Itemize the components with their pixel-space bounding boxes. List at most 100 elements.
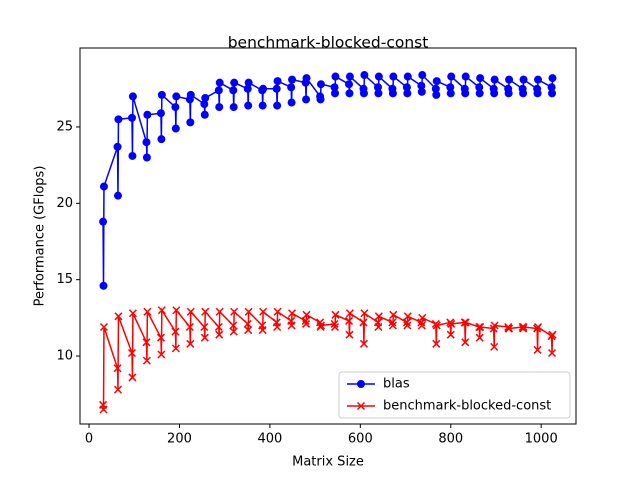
marker	[490, 342, 499, 351]
x-tick-label: 600	[348, 432, 373, 447]
marker	[200, 333, 209, 342]
marker	[360, 309, 369, 318]
marker	[143, 110, 152, 119]
marker	[418, 71, 427, 80]
marker	[142, 138, 151, 147]
marker	[374, 89, 383, 98]
marker	[185, 322, 194, 332]
marker	[547, 83, 556, 92]
marker	[128, 151, 137, 160]
marker	[447, 319, 456, 328]
marker	[446, 83, 455, 92]
marker	[215, 78, 224, 87]
marker	[403, 89, 412, 98]
marker	[461, 338, 470, 347]
marker	[128, 373, 137, 382]
chart-title: benchmark-blocked-const	[228, 34, 429, 52]
marker	[388, 89, 397, 98]
marker	[461, 89, 470, 98]
marker	[287, 98, 296, 107]
marker	[143, 307, 152, 316]
marker	[302, 319, 311, 328]
marker	[215, 103, 224, 112]
marker	[259, 84, 268, 93]
marker	[99, 182, 108, 191]
marker	[273, 77, 282, 86]
marker	[403, 72, 412, 81]
marker	[171, 327, 180, 336]
marker	[127, 348, 137, 358]
marker	[99, 405, 108, 414]
marker	[533, 345, 542, 354]
marker	[186, 307, 195, 316]
marker	[244, 326, 253, 335]
x-tick-label: 800	[438, 432, 463, 447]
marker	[389, 310, 398, 319]
marker	[99, 281, 108, 290]
y-tick-label: 25	[56, 119, 73, 134]
y-tick-label: 20	[56, 196, 73, 211]
marker	[113, 191, 122, 200]
marker	[114, 115, 123, 124]
marker	[548, 348, 557, 358]
x-tick-label: 0	[85, 432, 93, 447]
marker	[548, 74, 557, 83]
marker	[302, 310, 311, 319]
marker	[403, 312, 412, 321]
marker	[432, 90, 441, 99]
marker	[171, 103, 180, 112]
marker	[402, 318, 411, 327]
marker	[186, 339, 195, 348]
marker	[288, 309, 297, 318]
marker	[534, 75, 543, 84]
marker	[476, 74, 485, 83]
marker	[142, 338, 151, 347]
marker	[230, 78, 239, 87]
marker	[431, 84, 440, 93]
marker	[301, 316, 310, 325]
marker	[156, 333, 165, 342]
marker	[432, 321, 441, 330]
marker	[200, 100, 209, 109]
marker	[157, 306, 166, 315]
marker	[316, 95, 325, 104]
marker	[127, 113, 136, 122]
marker	[244, 101, 253, 110]
axes-frame	[79, 47, 577, 425]
marker	[172, 92, 181, 101]
marker	[243, 84, 252, 93]
marker	[114, 312, 123, 321]
marker	[505, 75, 514, 84]
marker	[229, 103, 238, 112]
marker	[273, 322, 282, 332]
marker	[200, 322, 209, 332]
marker	[171, 344, 180, 353]
marker	[490, 321, 499, 330]
marker	[156, 109, 165, 118]
marker	[244, 78, 253, 87]
marker	[287, 83, 296, 92]
x-tick-label: 400	[257, 432, 282, 447]
marker	[331, 310, 340, 319]
marker	[388, 321, 397, 330]
marker	[432, 77, 441, 86]
marker	[171, 124, 180, 133]
legend-marker	[357, 380, 365, 388]
marker	[229, 86, 238, 95]
marker	[403, 321, 412, 330]
marker	[548, 89, 557, 98]
marker	[533, 89, 542, 98]
x-axis-label: Matrix Size	[292, 455, 364, 470]
marker	[316, 80, 325, 89]
marker	[113, 385, 123, 394]
marker	[475, 83, 484, 92]
marker	[142, 356, 151, 365]
marker	[388, 318, 397, 327]
legend-label: benchmark-blocked-const	[383, 399, 551, 414]
marker	[345, 89, 354, 98]
marker	[113, 364, 122, 373]
marker	[157, 135, 166, 144]
marker	[418, 313, 427, 322]
marker	[172, 306, 181, 315]
marker	[186, 90, 195, 99]
